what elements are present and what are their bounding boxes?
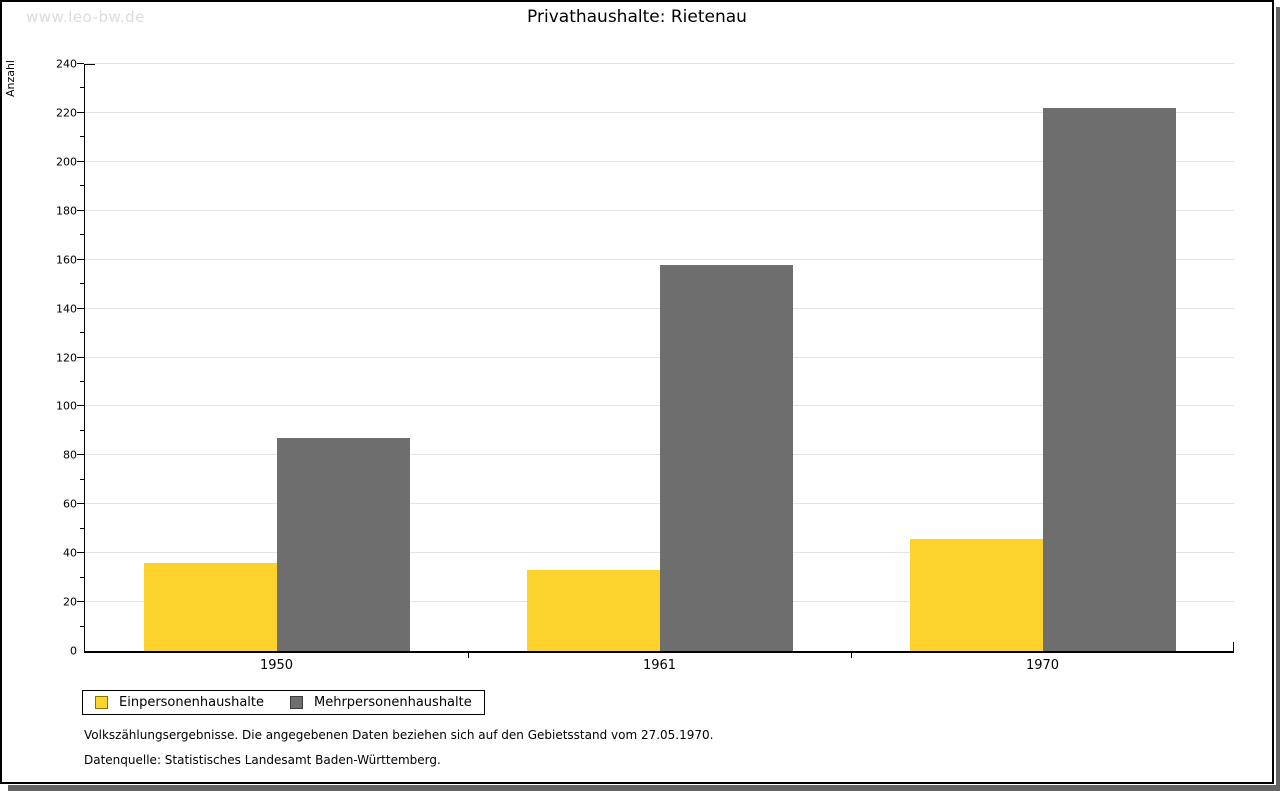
watermark: www.leo-bw.de <box>26 8 145 26</box>
y-axis-minor-tick <box>80 234 84 236</box>
x-tick-label: 1950 <box>259 658 294 673</box>
y-axis-major-tick <box>77 258 84 260</box>
y-axis-major-tick <box>77 405 84 407</box>
y-tick-label: 200 <box>56 155 77 169</box>
y-axis-major-tick <box>77 454 84 456</box>
y-tick-label: 160 <box>56 253 77 267</box>
x-axis-boundary-tick <box>851 653 852 658</box>
page-shadow-right <box>1276 7 1280 791</box>
y-tick-label: 180 <box>56 204 77 218</box>
y-tick-label: 220 <box>56 106 77 120</box>
x-axis-boundary-tick <box>468 653 469 658</box>
legend-swatch-icon <box>95 696 108 709</box>
legend-label: Mehrpersonenhaushalte <box>314 695 472 710</box>
gridline <box>85 454 1234 456</box>
bar-1970-einpersonen <box>910 538 1043 651</box>
y-axis-major-tick <box>77 503 84 505</box>
chart-title: Privathaushalte: Rietenau <box>527 7 747 27</box>
gridline <box>85 111 1234 113</box>
bar-1970-mehrpersonen <box>1043 108 1176 651</box>
y-axis-top-corner-tick <box>85 64 95 65</box>
bar-1961-einpersonen <box>527 570 660 651</box>
gridline <box>85 258 1234 260</box>
legend-box: Einpersonenhaushalte Mehrpersonenhaushalt… <box>82 690 485 715</box>
y-axis-minor-tick <box>80 527 84 529</box>
bar-1950-einpersonen <box>144 562 277 651</box>
gridline <box>85 160 1234 162</box>
y-axis-minor-tick <box>80 136 84 138</box>
gridline <box>85 552 1234 554</box>
y-axis-major-tick <box>77 356 84 358</box>
legend-item: Einpersonenhaushalte <box>95 695 264 710</box>
y-tick-label: 80 <box>63 448 77 462</box>
legend-swatch-icon <box>290 696 303 709</box>
y-tick-label: 20 <box>63 595 77 609</box>
y-axis-major-tick <box>77 63 84 64</box>
y-tick-label: 40 <box>63 546 77 560</box>
y-axis-major-tick <box>77 111 84 113</box>
y-axis-label: Anzahl <box>4 60 17 98</box>
y-axis-minor-tick <box>80 332 84 334</box>
y-tick-label: 240 <box>56 57 77 71</box>
page-shadow-bottom <box>8 785 1280 791</box>
bar-1950-mehrpersonen <box>277 438 410 651</box>
y-axis-minor-tick <box>80 283 84 285</box>
gridline <box>85 356 1234 358</box>
gridline <box>85 307 1234 309</box>
y-axis-minor-tick <box>80 625 84 627</box>
y-tick-label: 0 <box>70 644 77 658</box>
y-tick-label: 140 <box>56 302 77 316</box>
y-axis-minor-tick <box>80 478 84 480</box>
y-axis-minor-tick <box>80 429 84 431</box>
footnote-line-1: Volkszählungsergebnisse. Die angegebenen… <box>84 728 714 742</box>
x-tick-label: 1961 <box>642 658 677 673</box>
gridline <box>85 209 1234 211</box>
y-axis-major-tick <box>77 160 84 162</box>
x-tick-label: 1970 <box>1025 658 1060 673</box>
x-axis-right-end-tick <box>1233 642 1234 651</box>
bar-1961-mehrpersonen <box>660 264 793 651</box>
y-axis-major-tick <box>77 552 84 554</box>
y-axis-minor-tick <box>80 380 84 382</box>
y-tick-label: 120 <box>56 351 77 364</box>
legend-label: Einpersonenhaushalte <box>119 695 264 710</box>
legend-item: Mehrpersonenhaushalte <box>290 695 472 710</box>
y-axis-minor-tick <box>80 576 84 578</box>
y-axis-major-tick <box>77 209 84 211</box>
y-tick-label: 100 <box>56 399 77 413</box>
y-axis-minor-tick <box>80 87 84 89</box>
gridline <box>85 63 1234 64</box>
footnote-line-2: Datenquelle: Statistisches Landesamt Bad… <box>84 753 441 767</box>
gridline <box>85 405 1234 407</box>
y-tick-label: 60 <box>63 497 77 511</box>
y-axis-major-tick <box>77 601 84 603</box>
y-axis-major-tick <box>77 307 84 309</box>
plot-area: 0 20 40 60 80 100 120 140 160 180 200 220 240 1950 196… <box>56 58 1234 673</box>
y-axis-minor-tick <box>80 185 84 187</box>
gridline <box>85 503 1234 505</box>
